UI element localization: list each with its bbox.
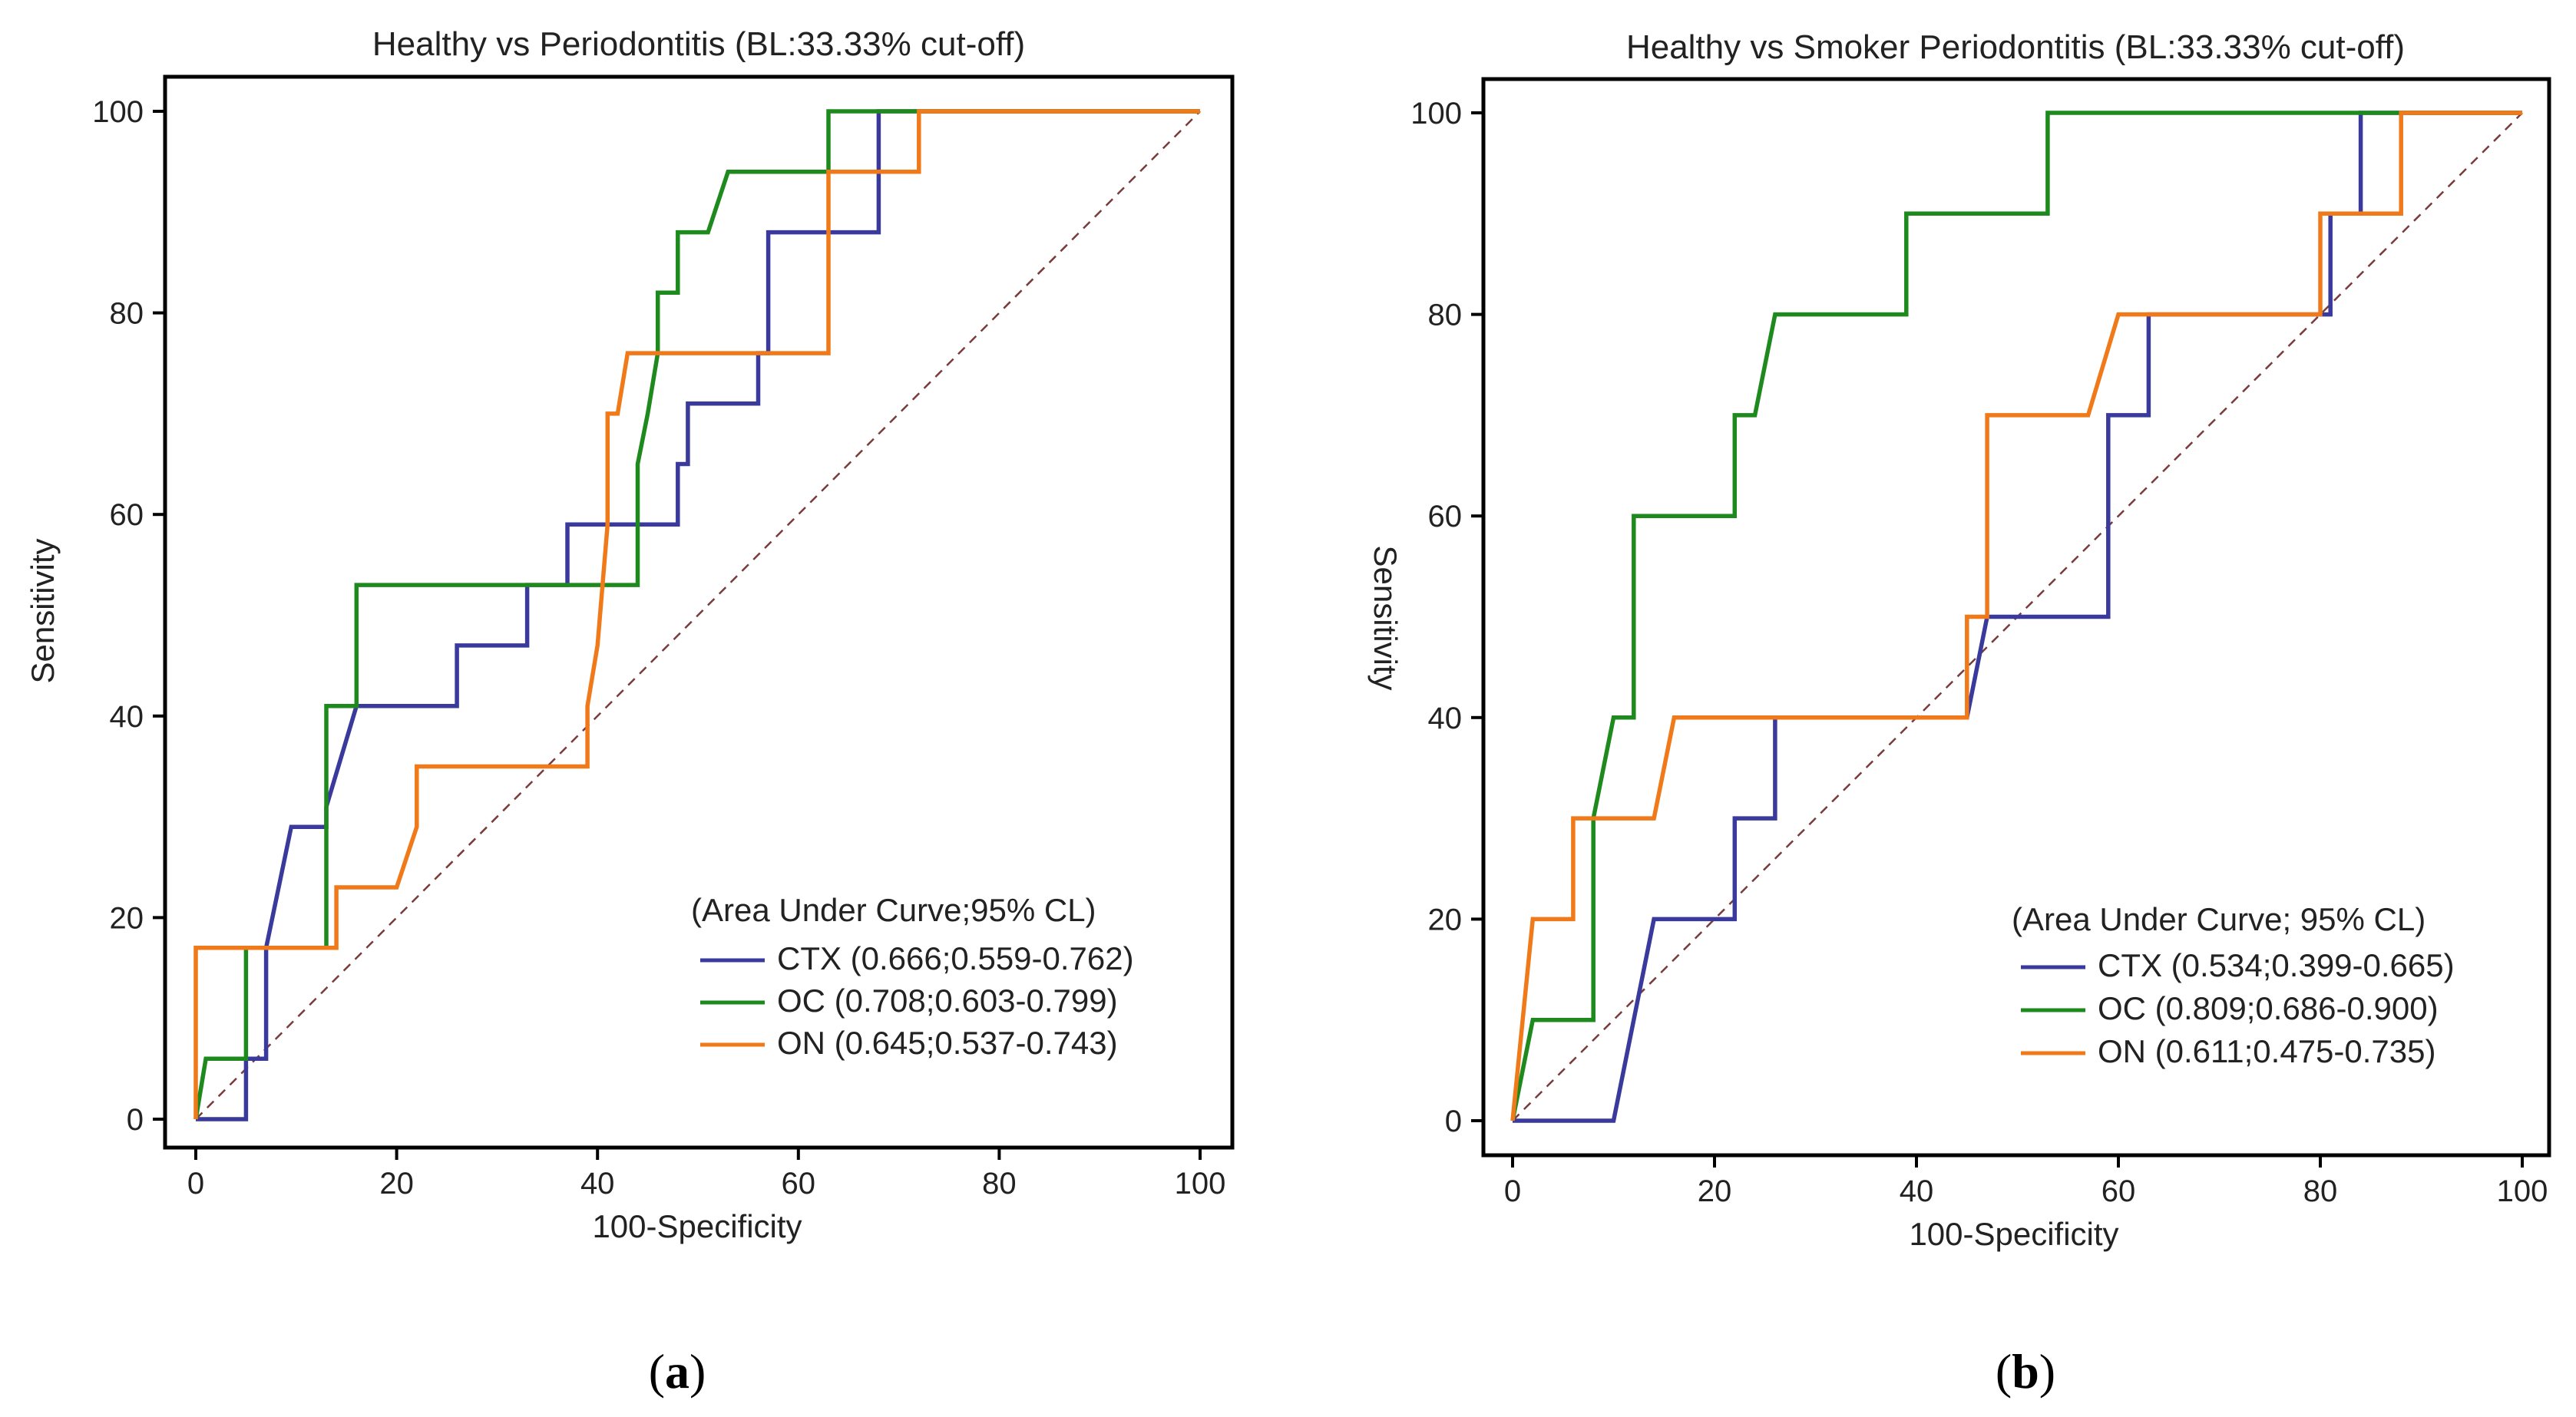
legend-title: (Area Under Curve; 95% CL) [2012, 901, 2426, 937]
y-tick-label: 20 [110, 901, 144, 935]
y-tick-label: 20 [1428, 903, 1463, 936]
x-axis-label: 100-Specificity [592, 1208, 802, 1244]
legend-item-ctx: CTX (0.666;0.559-0.762) [777, 940, 1134, 976]
legend-item-ctx: CTX (0.534;0.399-0.665) [2098, 947, 2455, 983]
y-tick-label: 60 [1428, 500, 1463, 533]
plot-frame [163, 74, 1235, 1150]
y-axis-label: Sensitivity [25, 538, 61, 683]
y-axis-label: Sensitivity [1367, 545, 1404, 690]
y-tick-label: 80 [110, 297, 144, 331]
legend-item-on: ON (0.611;0.475-0.735) [2098, 1033, 2436, 1069]
x-tick-label: 40 [1900, 1174, 1934, 1208]
x-tick-label: 0 [1504, 1174, 1521, 1208]
axes: 0 20 40 60 80 100 0 20 40 60 80 100 [1410, 77, 2551, 1208]
x-tick-label: 100 [2497, 1174, 2548, 1208]
legend: (Area Under Curve; 95% CL) CTX (0.534;0.… [2012, 901, 2455, 1069]
chart-panel-a: Healthy vs Periodontitis (BL:33.33% cut-… [25, 25, 1235, 1244]
x-tick-label: 60 [782, 1167, 816, 1201]
x-tick-label: 60 [2101, 1174, 2136, 1208]
y-tick-label: 100 [92, 95, 144, 129]
y-tick-label: 80 [1428, 299, 1463, 332]
y-tick-label: 60 [110, 498, 144, 532]
panel-label-b: (b) [1996, 1344, 2055, 1399]
x-tick-label: 20 [1698, 1174, 1732, 1208]
x-tick-label: 20 [379, 1167, 414, 1201]
legend-title: (Area Under Curve;95% CL) [691, 892, 1096, 928]
y-tick-label: 40 [110, 700, 144, 734]
reference-diagonal [195, 111, 1201, 1120]
series-group [1510, 111, 2523, 1123]
legend: (Area Under Curve;95% CL) CTX (0.666;0.5… [691, 892, 1134, 1061]
x-tick-label: 80 [2303, 1174, 2338, 1208]
chart-title: Healthy vs Periodontitis (BL:33.33% cut-… [372, 25, 1025, 63]
x-tick-label: 40 [580, 1167, 615, 1201]
series-line-on [193, 109, 1200, 1119]
x-axis-label: 100-Specificity [1909, 1216, 2118, 1252]
x-tick-label: 0 [187, 1167, 204, 1201]
legend-item-on: ON (0.645;0.537-0.743) [777, 1025, 1118, 1061]
legend-item-oc: OC (0.809;0.686-0.900) [2098, 990, 2439, 1026]
axes: 0 20 40 60 80 100 0 20 40 60 80 100 [92, 74, 1235, 1201]
panel-label-a: (a) [649, 1344, 706, 1399]
y-tick-label: 0 [1445, 1105, 1462, 1138]
chart-title: Healthy vs Smoker Periodontitis (BL:33.3… [1626, 28, 2405, 66]
series-group [193, 109, 1201, 1121]
series-line-on [1510, 111, 2522, 1121]
y-tick-label: 100 [1410, 97, 1462, 130]
y-tick-label: 0 [127, 1103, 144, 1137]
x-tick-label: 80 [982, 1167, 1017, 1201]
plot-frame [1481, 77, 2551, 1158]
legend-item-oc: OC (0.708;0.603-0.799) [777, 983, 1118, 1019]
y-tick-label: 40 [1428, 702, 1463, 735]
x-tick-label: 100 [1175, 1167, 1226, 1201]
chart-panel-b: Healthy vs Smoker Periodontitis (BL:33.3… [1367, 28, 2551, 1252]
series-line-oc [1510, 111, 2522, 1121]
